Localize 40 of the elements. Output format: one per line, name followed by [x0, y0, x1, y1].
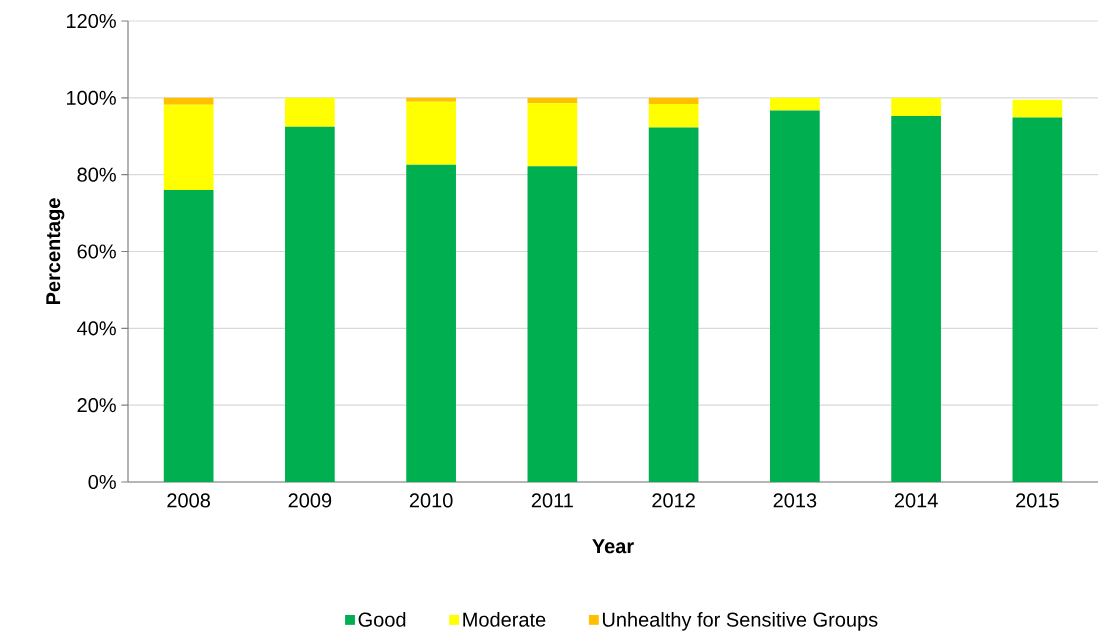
bar	[770, 97, 820, 111]
x-tick-label: 2014	[894, 493, 938, 508]
legend-label: Unhealthy for Sensitive Groups	[602, 612, 878, 631]
bar	[527, 97, 578, 104]
x-tick-label: 2011	[531, 493, 573, 508]
x-tick-label: 2015	[1016, 493, 1059, 508]
y-tick-label: 80%	[77, 167, 116, 182]
bar	[648, 127, 699, 482]
y-tick-label: 0%	[88, 474, 116, 490]
x-tick-label: 2012	[652, 493, 695, 508]
bar	[285, 97, 335, 127]
bar	[527, 166, 578, 482]
x-tick-label: 2013	[773, 493, 817, 508]
y-tick-label: 100%	[67, 90, 116, 105]
bar	[648, 97, 699, 104]
bar	[406, 164, 456, 482]
x-tick-label: 2009	[288, 493, 332, 508]
legend-label: Moderate	[463, 612, 546, 627]
bar	[1012, 117, 1063, 482]
bar	[648, 103, 699, 128]
bar	[527, 103, 578, 167]
bar	[891, 115, 941, 482]
bar	[163, 104, 214, 191]
bar	[891, 97, 941, 116]
y-axis-title: Percentage	[46, 198, 65, 305]
bar	[770, 110, 820, 482]
x-axis-title: Year	[592, 539, 634, 554]
bar	[406, 101, 456, 165]
bar	[285, 126, 335, 482]
y-tick-label: 60%	[77, 244, 116, 259]
y-tick-label: 120%	[67, 13, 116, 29]
bar	[1012, 99, 1063, 118]
x-tick-label: 2010	[409, 493, 453, 508]
bar	[163, 97, 214, 105]
y-tick-label: 20%	[77, 398, 116, 413]
bar	[163, 190, 214, 482]
x-tick-label: 2008	[167, 493, 210, 508]
bar	[406, 97, 456, 102]
y-tick-label: 40%	[77, 321, 116, 336]
legend-label: Good	[358, 612, 406, 627]
